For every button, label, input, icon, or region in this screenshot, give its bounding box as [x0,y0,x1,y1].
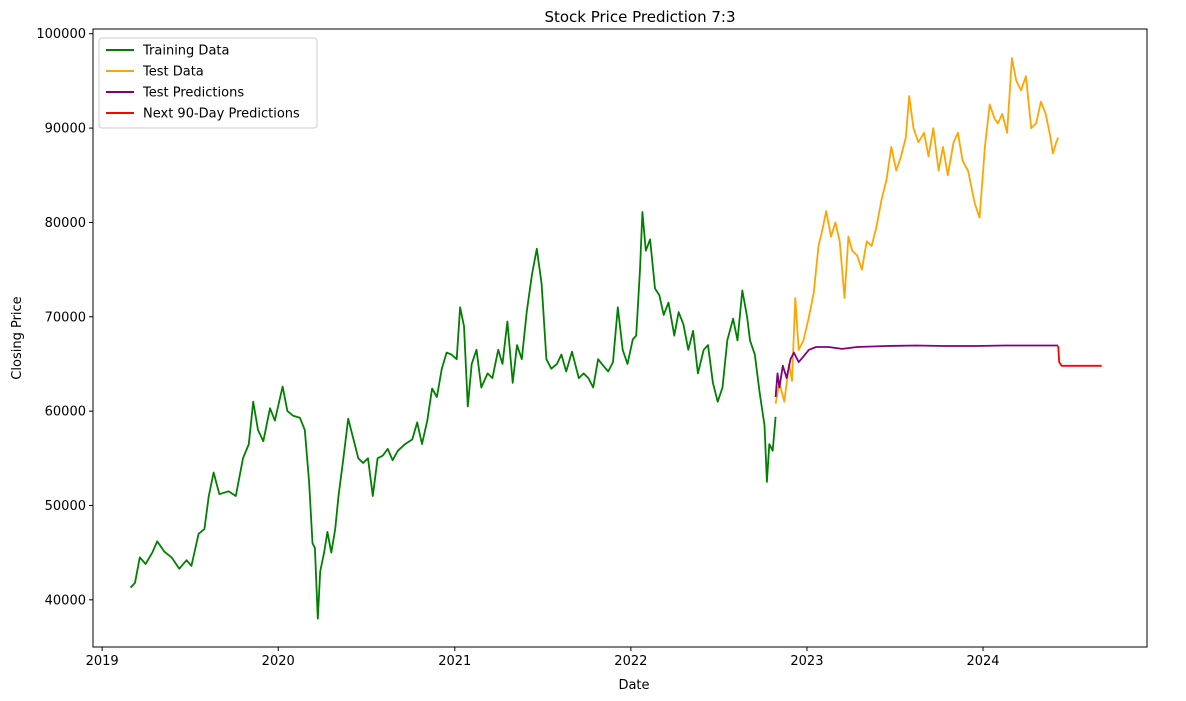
legend-entry-label: Test Predictions [142,86,244,101]
legend: Training Data Test Data Test Predictions Ne… [98,37,318,129]
x-tick-label: 2022 [614,654,647,669]
x-tick-label: 2023 [790,654,823,669]
x-tick-label: 2021 [438,654,471,669]
y-tick-label: 100000 [36,27,86,42]
series-line-test-data [774,57,1060,404]
y-tick-label: 60000 [45,405,86,420]
legend-entry-label: Test Data [142,65,204,80]
x-tick-label: 2024 [966,654,999,669]
plot-area [92,28,1148,648]
y-tick-label: 80000 [45,216,86,231]
legend-entry-label: Training Data [142,44,229,59]
series-layer [129,57,1102,620]
series-line-training-data [129,211,777,620]
y-axis-label: Closing Price [10,296,25,379]
y-tick-label: 50000 [45,499,86,514]
y-axis: 40000 50000 60000 70000 80000 90000 100000 [36,27,93,608]
y-tick-label: 90000 [45,122,86,137]
series-line-next-90-day-predictions [1057,345,1102,367]
legend-entry-label: Next 90-Day Predictions [143,107,300,122]
x-tick-label: 2019 [86,654,119,669]
legend-box [98,37,318,129]
x-tick-label: 2020 [262,654,295,669]
y-tick-label: 70000 [45,310,86,325]
chart-title: Stock Price Prediction 7:3 [544,8,735,26]
x-axis-label: Date [618,678,649,693]
y-tick-label: 40000 [45,593,86,608]
series-line-test-predictions [774,344,1059,398]
x-axis: 2019 2020 2021 2022 2023 2024 [86,647,1000,669]
